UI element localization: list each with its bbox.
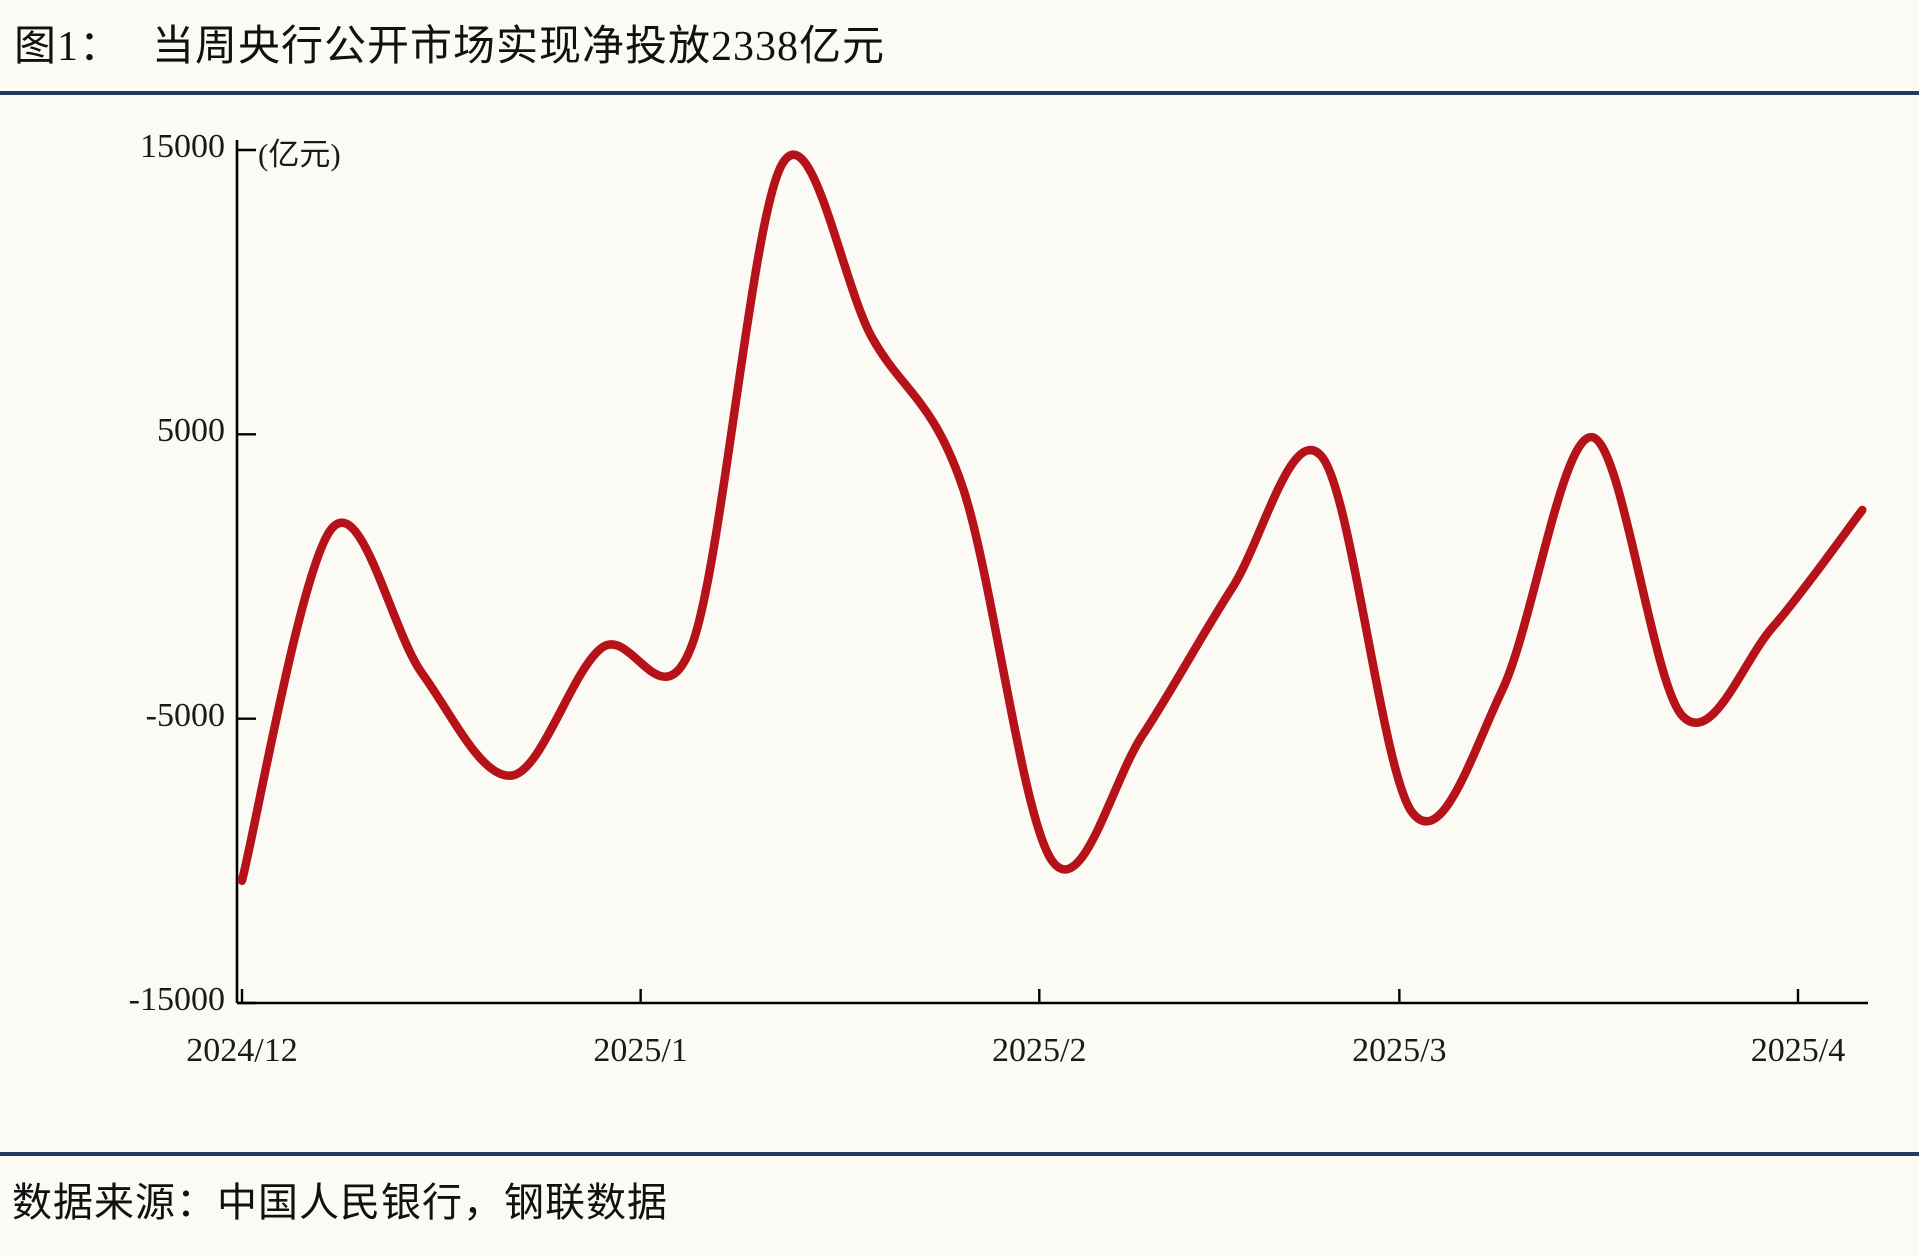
x-tick-label: 2025/4	[1750, 1032, 1846, 1069]
x-tick-label: 2024/12	[186, 1032, 298, 1069]
data-source: 数据来源：中国人民银行，钢联数据	[12, 1180, 668, 1225]
series-line	[237, 150, 1867, 885]
y-tick-label: 15000	[140, 128, 225, 165]
y-tick-label: 5000	[157, 412, 225, 450]
title-separator	[0, 91, 1919, 95]
source-separator	[0, 1152, 1919, 1156]
x-tick-label: 2025/1	[593, 1032, 688, 1069]
unit-label: (亿元)	[258, 137, 341, 172]
x-tick-label: 2025/2	[992, 1032, 1087, 1069]
y-tick-label: -5000	[145, 696, 225, 734]
y-tick-label: -15000	[128, 981, 225, 1018]
x-tick-label: 2025/3	[1352, 1032, 1447, 1069]
figure-title-text: 当周央行公开市场实现净投放2338亿元	[152, 24, 886, 70]
figure-title: 图1： 当周央行公开市场实现净投放2338亿元	[14, 12, 885, 73]
figure-number: 图1：	[14, 24, 123, 70]
